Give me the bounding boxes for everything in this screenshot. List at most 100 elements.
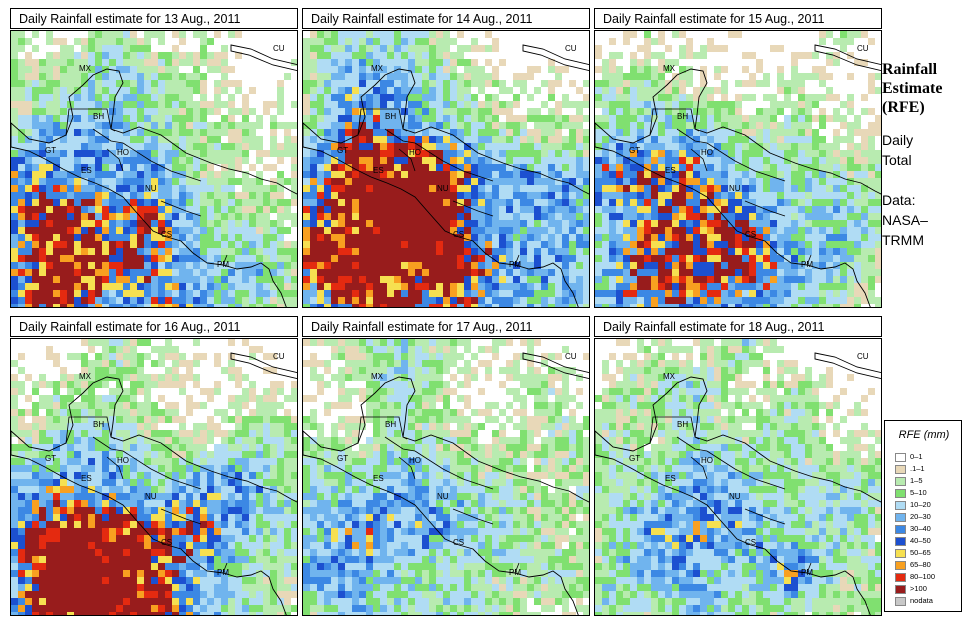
- rainfall-cell: [249, 199, 256, 206]
- rainfall-cell: [331, 129, 338, 136]
- rainfall-cell: [186, 213, 193, 220]
- rainfall-cell: [284, 444, 291, 451]
- rainfall-cell: [387, 136, 394, 143]
- rainfall-cell: [130, 416, 137, 423]
- rainfall-cell: [39, 304, 46, 307]
- rainfall-cell: [373, 66, 380, 73]
- rainfall-cell: [749, 255, 756, 262]
- rainfall-cell: [436, 248, 443, 255]
- rainfall-cell: [387, 248, 394, 255]
- rainfall-cell: [165, 367, 172, 374]
- rainfall-cell: [324, 220, 331, 227]
- rainfall-cell: [854, 164, 861, 171]
- rainfall-cell: [693, 220, 700, 227]
- rainfall-cell: [756, 164, 763, 171]
- rainfall-cell: [812, 255, 819, 262]
- rainfall-cell: [102, 234, 109, 241]
- rainfall-cell: [658, 178, 665, 185]
- rainfall-cell: [569, 122, 576, 129]
- rainfall-cell: [81, 416, 88, 423]
- rainfall-cell: [784, 157, 791, 164]
- rainfall-cell: [429, 227, 436, 234]
- rainfall-cell: [380, 157, 387, 164]
- rainfall-cell: [623, 171, 630, 178]
- rainfall-cell: [847, 262, 854, 269]
- rainfall-cell: [317, 185, 324, 192]
- rainfall-cell: [317, 45, 324, 52]
- rainfall-cell: [422, 136, 429, 143]
- rainfall-cell: [714, 66, 721, 73]
- rainfall-cell: [165, 409, 172, 416]
- rainfall-cell: [130, 164, 137, 171]
- rainfall-cell: [303, 136, 310, 143]
- rainfall-cell: [630, 122, 637, 129]
- country-border: [649, 108, 696, 136]
- rainfall-cell: [338, 59, 345, 66]
- rainfall-cell: [172, 220, 179, 227]
- rainfall-cell: [67, 66, 74, 73]
- rainfall-cell: [714, 227, 721, 234]
- rainfall-cell: [373, 164, 380, 171]
- rainfall-cell: [18, 185, 25, 192]
- rainfall-cell: [721, 94, 728, 101]
- rainfall-cell: [137, 101, 144, 108]
- rainfall-cell: [812, 171, 819, 178]
- rainfall-cell: [18, 66, 25, 73]
- rainfall-cell: [847, 206, 854, 213]
- rainfall-cell: [401, 73, 408, 80]
- rainfall-cell: [450, 122, 457, 129]
- rainfall-cell: [242, 101, 249, 108]
- rainfall-cell: [277, 416, 284, 423]
- rainfall-cell: [784, 290, 791, 297]
- rainfall-cell: [165, 122, 172, 129]
- rainfall-cell: [548, 108, 555, 115]
- rainfall-cell: [81, 451, 88, 458]
- rainfall-cell: [144, 38, 151, 45]
- rainfall-cell: [144, 234, 151, 241]
- rainfall-cell: [485, 94, 492, 101]
- rainfall-cell: [130, 115, 137, 122]
- rainfall-cell: [60, 248, 67, 255]
- rainfall-cell: [777, 276, 784, 283]
- rainfall-cell: [74, 143, 81, 150]
- rainfall-cell: [527, 185, 534, 192]
- rainfall-cell: [714, 136, 721, 143]
- rainfall-cell: [457, 269, 464, 276]
- rainfall-cell: [623, 220, 630, 227]
- rainfall-cell: [373, 150, 380, 157]
- rainfall-cell: [60, 423, 67, 430]
- rainfall-cell: [74, 157, 81, 164]
- rainfall-cell: [541, 206, 548, 213]
- rainfall-cell: [116, 45, 123, 52]
- rainfall-cell: [623, 213, 630, 220]
- rainfall-cell: [679, 171, 686, 178]
- rainfall-cell: [193, 87, 200, 94]
- rainfall-cell: [457, 283, 464, 290]
- rainfall-cell: [193, 353, 200, 360]
- rainfall-cell: [25, 52, 32, 59]
- rainfall-cell: [609, 171, 616, 178]
- rainfall-cell: [130, 73, 137, 80]
- rainfall-cell: [436, 255, 443, 262]
- rainfall-cell: [450, 276, 457, 283]
- rainfall-cell: [67, 248, 74, 255]
- rainfall-cell: [81, 199, 88, 206]
- rainfall-cell: [569, 255, 576, 262]
- rainfall-cell: [116, 150, 123, 157]
- rainfall-cell: [109, 353, 116, 360]
- rainfall-cell: [25, 122, 32, 129]
- rainfall-cell: [651, 290, 658, 297]
- rainfall-cell: [256, 234, 263, 241]
- rainfall-cell: [415, 234, 422, 241]
- rainfall-cell: [221, 59, 228, 66]
- rainfall-cell: [770, 129, 777, 136]
- rainfall-cell: [644, 164, 651, 171]
- rainfall-cell: [595, 94, 602, 101]
- rainfall-cell: [95, 52, 102, 59]
- rainfall-cell: [18, 416, 25, 423]
- rainfall-cell: [158, 59, 165, 66]
- rainfall-cell: [207, 416, 214, 423]
- rainfall-cell: [700, 290, 707, 297]
- rainfall-cell: [25, 220, 32, 227]
- rainfall-cell: [60, 122, 67, 129]
